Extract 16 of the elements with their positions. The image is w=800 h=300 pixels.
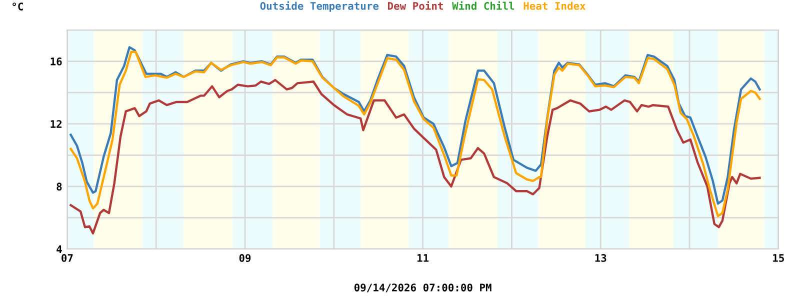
y-tick-label: 4 (56, 245, 62, 253)
x-tick-label: 07 (62, 254, 73, 262)
y-tick-label: 12 (50, 120, 62, 128)
text: Outside Temperature (260, 1, 379, 12)
y-tick-label: 16 (50, 58, 62, 66)
x-tick-label: 11 (417, 254, 429, 262)
x-axis-title: 09/14/2026 07:00:00 PM (354, 284, 492, 292)
x-tick-label: 13 (595, 254, 606, 262)
x-tick-label: 09 (239, 254, 251, 262)
text: Dew Point (388, 1, 443, 10)
legend-label: Wind Chill (452, 1, 514, 10)
x-tick-label: 15 (773, 254, 784, 262)
text: Heat Index (524, 2, 586, 10)
y-axis-title: °C (12, 2, 23, 10)
line-series (70, 78, 761, 234)
y-tick-label: 8 (56, 182, 62, 191)
